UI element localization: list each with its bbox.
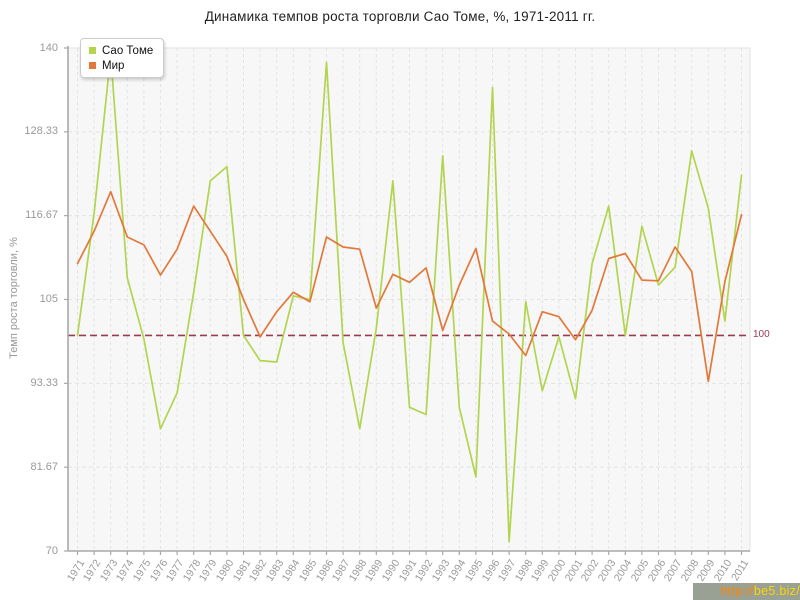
x-tick-label: 1987 (329, 557, 353, 584)
legend-item-sao-tome: Сао Томе (89, 43, 153, 58)
y-tick-label: 140 (39, 41, 58, 54)
watermark-protocol: http:// (720, 584, 754, 598)
x-tick-label: 1991 (396, 557, 419, 584)
x-tick-label: 1981 (230, 557, 253, 584)
x-tick-label: 1990 (379, 557, 403, 584)
x-tick-label: 1985 (296, 557, 320, 584)
x-tick-label: 1978 (180, 557, 204, 584)
y-tick-label: 81.67 (30, 460, 58, 473)
x-tick-label: 1993 (429, 557, 453, 584)
x-tick-label: 1996 (479, 557, 502, 584)
series-line-sao-tome (76, 54, 743, 543)
watermark-link[interactable]: http://be5.biz/ (693, 583, 800, 600)
x-tick-label: 1974 (114, 557, 137, 584)
x-tick-label: 2005 (628, 557, 652, 584)
x-tick-label: 1989 (363, 557, 386, 584)
x-tick-label: 1986 (313, 557, 336, 584)
x-tick-label: 2000 (545, 557, 569, 584)
watermark-domain: be5.biz/ (753, 584, 800, 598)
y-tick-label: 128.33 (24, 125, 58, 138)
x-tick-label: 1984 (280, 557, 303, 584)
x-tick-label: 1977 (163, 557, 187, 584)
x-tick-label: 1995 (462, 557, 486, 584)
x-tick-label: 1976 (147, 557, 170, 584)
x-tick-label: 1982 (246, 557, 270, 584)
legend: Сао Томе Мир (80, 38, 165, 78)
plot-area (64, 46, 751, 555)
y-axis-title: Темп роста торговли, % (8, 237, 20, 359)
x-tick-label: 1979 (197, 557, 220, 584)
x-tick-label: 1997 (495, 557, 519, 584)
legend-swatch-mir (89, 62, 96, 69)
x-tick-label: 2007 (661, 557, 685, 584)
chart-title: Динамика темпов роста торговли Сао Томе,… (204, 9, 596, 24)
x-tick-label: 1971 (64, 557, 87, 584)
x-tick-label: 1992 (412, 557, 436, 584)
legend-item-mir: Мир (89, 58, 153, 73)
x-tick-label: 1988 (346, 557, 370, 584)
legend-label-mir: Мир (102, 59, 125, 72)
x-tick-label: 1980 (213, 557, 237, 584)
x-tick-label: 1994 (446, 557, 469, 584)
legend-swatch-sao-tome (89, 47, 96, 54)
x-tick-label: 1998 (512, 557, 536, 584)
x-tick-label: 2001 (562, 557, 585, 584)
x-tick-label: 2002 (578, 557, 602, 584)
x-tick-label: 1975 (130, 557, 154, 584)
x-tick-label: 2006 (645, 557, 668, 584)
y-tick-label: 70 (45, 544, 58, 557)
x-tick-label: 1972 (80, 557, 104, 584)
x-tick-label: 2004 (612, 557, 635, 584)
x-tick-label: 2003 (595, 557, 619, 584)
x-tick-label: 1983 (263, 557, 287, 584)
legend-label-sao-tome: Сао Томе (102, 44, 154, 57)
x-tick-label: 1999 (529, 557, 552, 584)
reference-line-label: 100 (753, 329, 770, 340)
x-tick-label: 1973 (97, 557, 121, 584)
series-line-mir (76, 190, 743, 383)
